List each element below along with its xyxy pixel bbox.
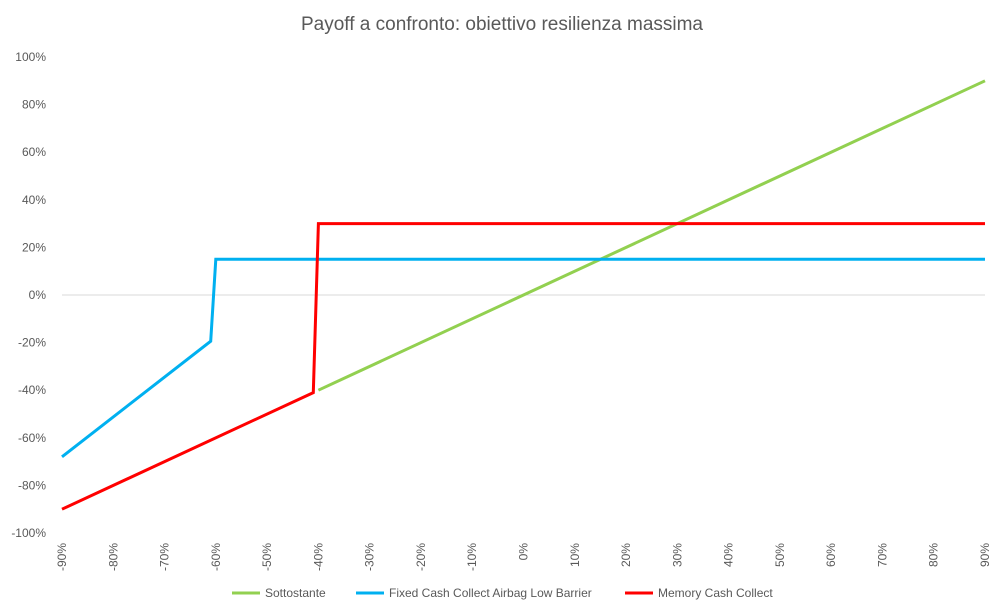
y-tick-label: 0% [29, 288, 47, 302]
y-tick-label: -80% [18, 478, 46, 492]
legend-label: Memory Cash Collect [658, 586, 773, 600]
x-tick-label: -40% [311, 543, 325, 571]
y-tick-label: 100% [15, 50, 46, 64]
chart-title: Payoff a confronto: obiettivo resilienza… [300, 14, 703, 35]
x-tick-label: 30% [670, 543, 684, 567]
series-line-fixed-cash-collect-airbag-low-barrier [61, 257, 985, 458]
x-tick-label: -70% [158, 543, 172, 571]
y-tick-label: 60% [22, 145, 46, 159]
y-tick-label: -100% [11, 526, 46, 540]
x-tick-label: 60% [824, 543, 838, 567]
x-tick-label: -60% [209, 543, 223, 571]
x-tick-label: 0% [517, 543, 531, 561]
x-tick-label: -50% [260, 543, 274, 571]
x-tick-label: -30% [363, 543, 377, 571]
x-tick-label: -90% [55, 543, 69, 571]
x-tick-label: 50% [773, 543, 787, 567]
y-tick-label: 80% [22, 98, 46, 112]
x-tick-label: 70% [875, 543, 889, 567]
x-tick-label: 10% [568, 543, 582, 567]
x-tick-label: 40% [722, 543, 736, 567]
y-tick-label: 20% [22, 240, 46, 254]
x-tick-label: -20% [414, 543, 428, 571]
y-tick-label: -60% [18, 431, 46, 445]
legend-label: Sottostante [265, 586, 326, 600]
y-tick-label: -40% [18, 383, 46, 397]
series-line-memory-cash-collect [61, 222, 985, 511]
x-tick-label: 20% [619, 543, 633, 567]
y-tick-label: 40% [22, 193, 46, 207]
series-line-sottostante [317, 79, 986, 392]
x-tick-label: -80% [106, 543, 120, 571]
x-tick-label: -10% [465, 543, 479, 571]
y-tick-label: -20% [18, 336, 46, 350]
legend-label: Fixed Cash Collect Airbag Low Barrier [389, 586, 592, 600]
x-tick-label: 80% [927, 543, 941, 567]
x-tick-label: 90% [978, 543, 992, 567]
